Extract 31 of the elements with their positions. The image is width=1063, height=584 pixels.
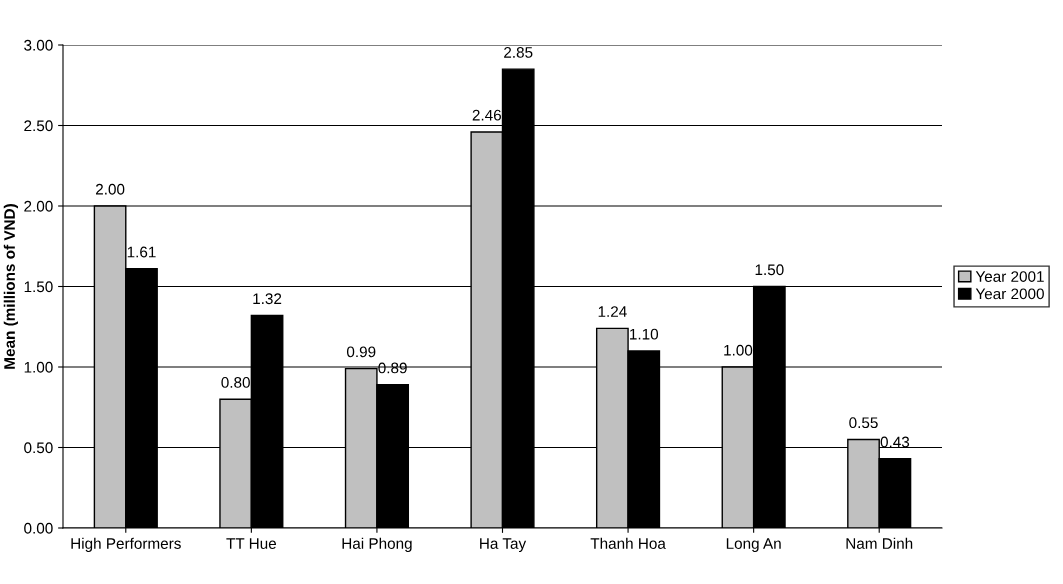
- x-tick-label: Thanh Hoa: [590, 537, 666, 549]
- x-tick-label: Ha Tay: [480, 538, 527, 552]
- y-tick-label: 1.00: [24, 361, 53, 373]
- data-label: 1.10: [630, 328, 659, 340]
- data-label: 2.85: [504, 46, 533, 58]
- legend-label: Year 2000: [975, 288, 1044, 300]
- data-label: 0.89: [378, 362, 407, 374]
- x-tick-label: Nam Dinh: [846, 537, 913, 549]
- y-tick-label: 0.50: [24, 442, 53, 454]
- data-label: 0.55: [849, 417, 878, 429]
- data-label: 2.00: [95, 183, 125, 195]
- x-tick-label: Hai Phong: [342, 537, 412, 552]
- y-tick-label: 3.00: [24, 39, 53, 51]
- data-label: 1.32: [253, 293, 282, 305]
- data-label: 0.80: [221, 377, 250, 388]
- legend-label: Year 2001: [975, 271, 1044, 282]
- y-axis-title: Mean (millions of VND): [3, 204, 18, 369]
- data-label: 1.24: [598, 306, 627, 317]
- x-tick-label: TT Hue: [226, 538, 277, 549]
- y-tick-label: 2.00: [24, 200, 53, 212]
- data-label: 2.46: [472, 109, 501, 121]
- x-tick-label: High Performers: [71, 537, 181, 552]
- data-label: 1.61: [127, 246, 156, 258]
- y-tick-label: 1.50: [24, 281, 53, 293]
- data-label: 1.00: [724, 344, 753, 356]
- y-tick-label: 0.00: [24, 522, 53, 534]
- data-label: 0.43: [880, 436, 910, 448]
- data-label: 0.99: [346, 346, 376, 358]
- x-tick-label: Long An: [726, 538, 781, 552]
- y-tick-label: 2.50: [24, 120, 53, 132]
- data-label: 1.50: [755, 264, 784, 276]
